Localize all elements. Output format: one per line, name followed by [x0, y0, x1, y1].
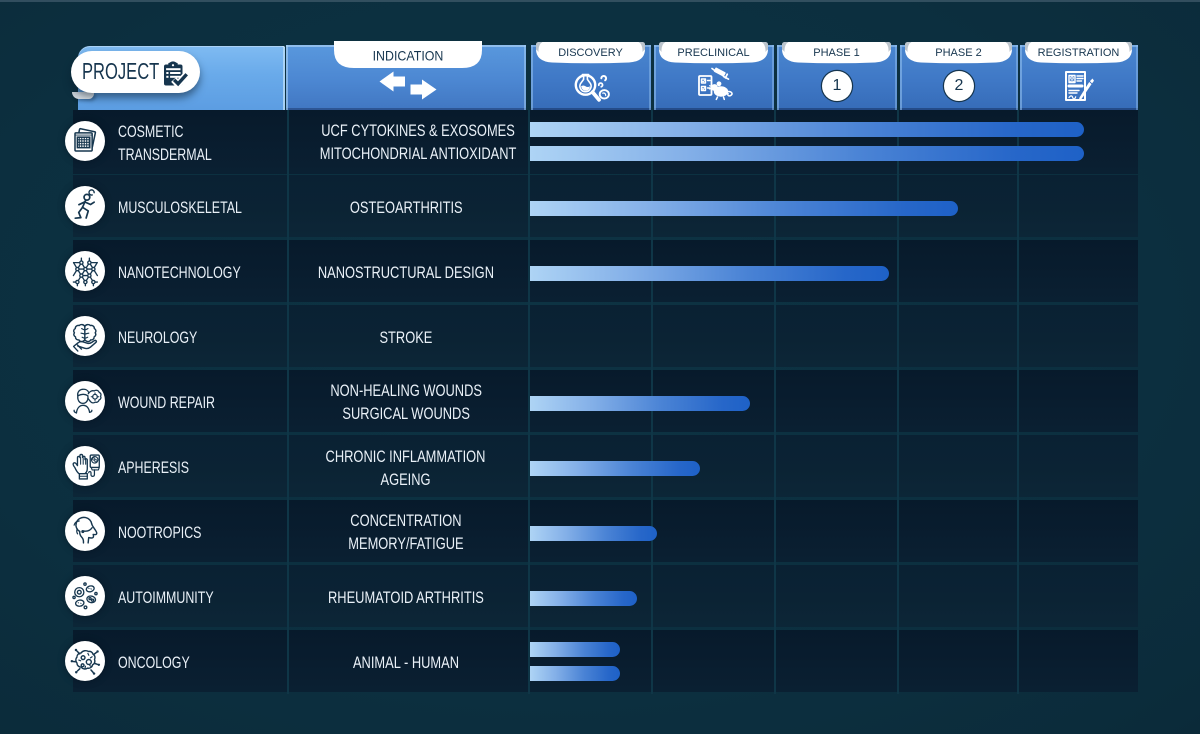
svg-text:DISCOVERY: DISCOVERY — [558, 47, 623, 59]
svg-text:PHASE 2: PHASE 2 — [935, 47, 981, 59]
svg-text:REGISTRATION: REGISTRATION — [1038, 47, 1120, 59]
svg-text:PRECLINICAL: PRECLINICAL — [677, 47, 749, 59]
svg-text:INDICATION: INDICATION — [373, 48, 444, 64]
svg-text:PHASE 1: PHASE 1 — [813, 47, 859, 59]
